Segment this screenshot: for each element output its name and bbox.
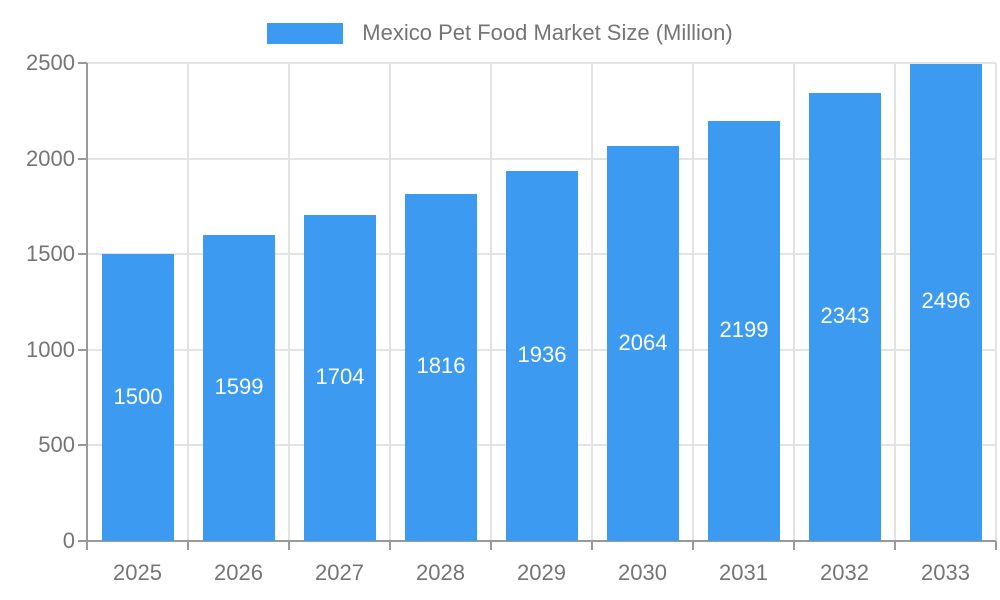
x-axis-tick (389, 541, 391, 550)
x-axis-label: 2031 (719, 560, 768, 585)
y-axis-label: 1000 (26, 337, 75, 362)
bar-value-label: 1599 (214, 374, 264, 399)
bar-2031 (708, 121, 780, 541)
bar-value-label: 2496 (921, 288, 971, 313)
bar-2029 (506, 171, 578, 541)
gridline-v (995, 63, 997, 541)
y-axis-label: 0 (62, 528, 75, 553)
x-axis-label: 2030 (618, 560, 667, 585)
gridline-v (793, 63, 795, 541)
x-axis-tick (490, 541, 492, 550)
bar-value-label: 2199 (719, 317, 769, 342)
bar-value-label: 2343 (820, 303, 870, 328)
bar-2030 (607, 146, 679, 541)
x-axis-label: 2029 (517, 560, 566, 585)
bar-2026 (203, 235, 275, 541)
x-axis-tick (692, 541, 694, 550)
bar-2032 (809, 93, 881, 541)
gridline-v (389, 63, 391, 541)
gridline-h (87, 158, 996, 160)
x-axis-label: 2025 (113, 560, 162, 585)
bar-value-label: 1936 (517, 342, 567, 367)
y-axis-tick (78, 253, 87, 255)
y-axis-line (86, 63, 88, 542)
y-axis-label: 2000 (26, 146, 75, 171)
y-axis-label: 1500 (26, 241, 75, 266)
y-axis-tick (78, 349, 87, 351)
bar-value-label: 1500 (113, 384, 163, 409)
bar-2025 (102, 254, 174, 541)
y-axis-tick (78, 540, 87, 542)
gridline-v (591, 63, 593, 541)
x-axis-tick (86, 541, 88, 550)
x-axis-label: 2026 (214, 560, 263, 585)
x-axis-line (86, 540, 996, 542)
x-axis-tick (591, 541, 593, 550)
legend-label: Mexico Pet Food Market Size (Million) (362, 20, 733, 45)
bar-2027 (304, 215, 376, 541)
gridline-v (490, 63, 492, 541)
gridline-v (692, 63, 694, 541)
y-axis-tick (78, 62, 87, 64)
x-axis-label: 2033 (921, 560, 970, 585)
x-axis-tick (288, 541, 290, 550)
y-axis-tick (78, 444, 87, 446)
y-axis-label: 500 (38, 432, 75, 457)
bar-value-label: 1704 (315, 364, 365, 389)
x-axis-label: 2032 (820, 560, 869, 585)
y-axis-label: 2500 (26, 50, 75, 75)
gridline-h (87, 62, 996, 64)
gridline-v (288, 63, 290, 541)
y-axis-tick (78, 158, 87, 160)
bar-2033 (910, 64, 982, 541)
x-axis-tick (894, 541, 896, 550)
bar-2028 (405, 194, 477, 541)
legend[interactable]: Mexico Pet Food Market Size (Million) (0, 20, 1000, 46)
bar-value-label: 1816 (416, 353, 466, 378)
bar-value-label: 2064 (618, 330, 668, 355)
x-axis-tick (187, 541, 189, 550)
x-axis-label: 2028 (416, 560, 465, 585)
x-axis-tick (793, 541, 795, 550)
x-axis-label: 2027 (315, 560, 364, 585)
x-axis-tick (995, 541, 997, 550)
gridline-v (187, 63, 189, 541)
gridline-v (894, 63, 896, 541)
legend-swatch (267, 22, 344, 44)
